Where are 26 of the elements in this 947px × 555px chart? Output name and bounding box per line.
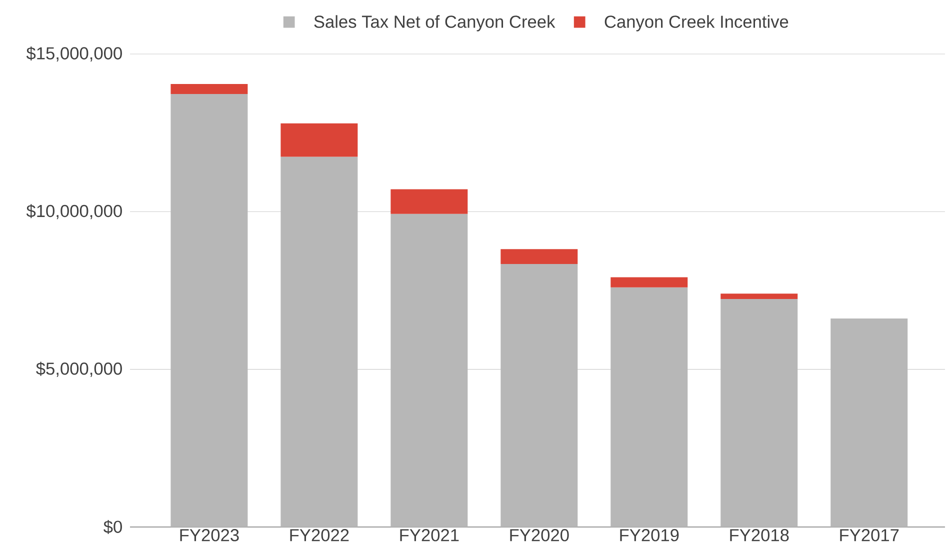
bar — [500, 264, 578, 527]
bar — [170, 84, 248, 94]
bar — [500, 249, 578, 264]
x-tick-label: FY2018 — [730, 529, 789, 542]
y-tick-label: $0 — [104, 520, 122, 534]
bar — [390, 189, 468, 214]
y-tick-label: $5,000,000 — [36, 362, 122, 377]
bar — [830, 318, 908, 527]
y-tick-label: $10,000,000 — [26, 204, 122, 220]
bar — [170, 94, 248, 527]
x-tick-label: FY2022 — [290, 529, 349, 542]
x-tick-label: FY2020 — [510, 529, 569, 542]
x-tick-label: FY2023 — [180, 529, 239, 542]
bar — [610, 287, 688, 527]
bar — [610, 277, 688, 288]
x-tick-label: FY2019 — [620, 529, 679, 542]
x-tick-label: FY2021 — [400, 529, 459, 542]
y-tick-label: $15,000,000 — [26, 46, 122, 62]
bar — [720, 299, 798, 527]
x-tick-label: FY2017 — [840, 529, 899, 542]
bar — [280, 156, 358, 527]
bar — [390, 214, 468, 527]
legend-label: Sales Tax Net of Canyon Creek — [314, 15, 556, 32]
legend-label: Canyon Creek Incentive — [604, 15, 788, 32]
bar — [720, 294, 798, 299]
bar — [280, 123, 358, 157]
